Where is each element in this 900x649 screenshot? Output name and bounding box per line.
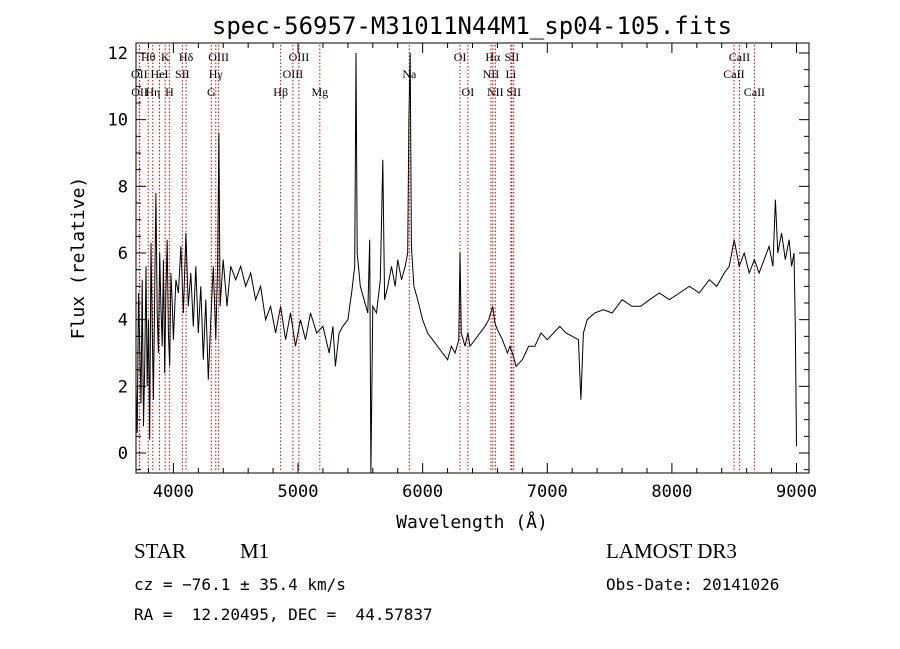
line-marker-label: H [165,85,174,99]
line-marker-label: OI [454,50,467,64]
line-marker-label: CaII [729,50,750,64]
survey-name: LAMOST DR3 [606,539,737,563]
line-marker-label: OI [462,85,475,99]
x-tick-label: 4000 [153,482,194,502]
spectrum-line [135,52,797,474]
coordinates: RA = 12.20495, DEC = 44.57837 [134,605,433,624]
line-marker-label: OIII [208,50,229,64]
line-marker-label: SII [506,85,521,99]
line-marker-label: OII [131,67,148,81]
line-marker-label: Hβ [273,85,288,99]
line-marker-label: HeI [151,67,169,81]
line-marker-label: NII [483,67,500,81]
emission-line-markers [138,45,755,471]
line-marker-label: OIII [289,50,310,64]
y-axis-label: Flux (relative) [68,177,89,340]
y-tick-label: 8 [118,177,128,197]
observation-date: Obs-Date: 20141026 [606,575,780,594]
chart-title: spec-56957-M31011N44M1_sp04-105.fits [212,12,732,40]
line-marker-label: Li [506,67,517,81]
line-marker-label: SII [505,50,520,64]
x-tick-label: 6000 [402,482,443,502]
redshift-cz: cz = −76.1 ± 35.4 km/s [134,575,346,594]
x-tick-label: 5000 [278,482,319,502]
line-marker-label: OIII [283,67,304,81]
x-axis-label: Wavelength (Å) [396,511,548,533]
y-tick-label: 12 [108,44,128,64]
y-tick-label: 6 [118,244,128,264]
object-subclass: M1 [240,539,270,563]
y-axis-ticks: 0 2 4 6 8 10 12 [108,44,809,471]
line-marker-label: Hη [145,85,160,99]
line-marker-label: Mg [311,85,328,99]
y-tick-label: 0 [118,444,128,464]
plot-frame [135,42,810,474]
line-marker-label: NII [487,85,504,99]
x-axis-ticks: 4000 5000 6000 7000 8000 9000 [147,43,817,502]
x-tick-label: 9000 [776,482,817,502]
line-marker-label: OII [131,85,148,99]
object-class: STAR [134,539,186,563]
line-marker-label: SII [175,67,190,81]
line-marker-label: Hα [485,50,501,64]
line-marker-label: Hδ [179,50,194,64]
y-tick-label: 2 [118,377,128,397]
line-marker-label: K [161,50,170,64]
line-marker-label: G [207,85,216,99]
x-tick-label: 8000 [651,482,692,502]
x-tick-label: 7000 [527,482,568,502]
y-tick-label: 4 [118,311,128,331]
y-tick-label: 10 [108,111,128,131]
line-marker-label: Hγ [209,67,224,81]
line-marker-label: Hθ [141,50,156,64]
line-marker-label: CaII [744,85,765,99]
line-marker-label: CaII [723,67,744,81]
